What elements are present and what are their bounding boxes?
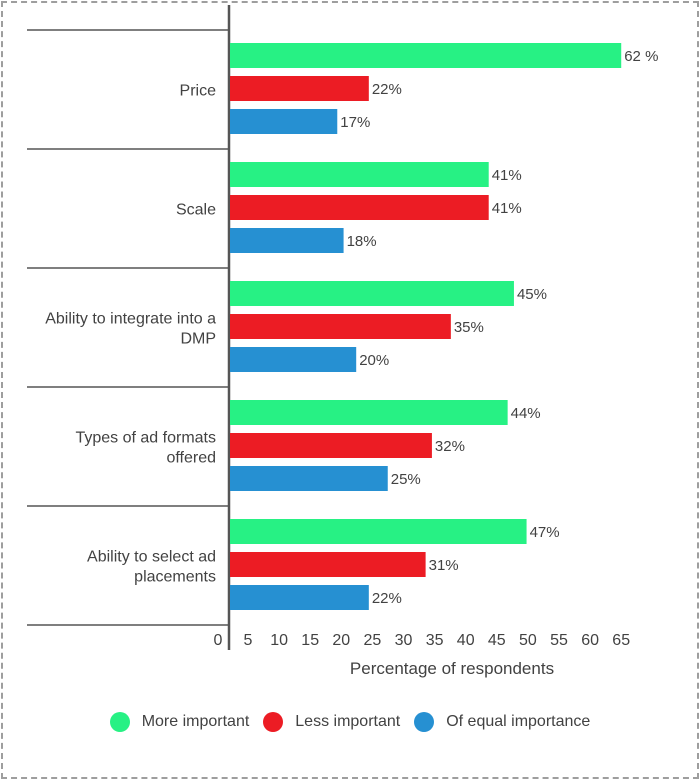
legend-item-less-important: Less important [263,712,400,732]
data-label: 44% [511,405,541,422]
category-label-ability-to-integrate-into-a-dmp: DMP [180,331,216,348]
bar-less-important-ability-to-integrate-into-a-dmp [230,314,451,339]
bar-more-important-scale [230,162,489,187]
x-tick-label: 5 [244,632,253,649]
category-label-scale: Scale [176,202,216,219]
data-label: 17% [340,114,370,131]
category-label-types-of-ad-formats-offered: offered [166,450,216,467]
data-label: 20% [359,352,389,369]
bar-more-important-ability-to-select-ad-placements [230,519,527,544]
legend-item-more-important: More important [109,712,250,732]
legend-swatch-equal-importance [414,712,435,732]
category-label-price: Price [180,83,217,100]
data-label: 32% [435,438,465,455]
legend-item-equal-importance: Of equal importance [414,712,590,732]
category-label-ability-to-integrate-into-a-dmp: Ability to integrate into a [45,311,216,328]
x-tick-label: 30 [395,632,413,649]
x-tick-label: 15 [301,632,319,649]
data-label: 41% [492,167,522,184]
x-tick-label: 55 [550,632,568,649]
bar-of-equal-importance-price [230,109,338,134]
bar-of-equal-importance-ability-to-integrate-into-a-dmp [230,347,357,372]
data-label: 41% [492,200,522,217]
x-tick-label: 35 [426,632,444,649]
bar-of-equal-importance-scale [230,228,344,253]
bar-less-important-types-of-ad-formats-offered [230,433,432,458]
bar-more-important-price [230,43,622,68]
legend-label: Of equal importance [446,713,591,730]
bar-less-important-ability-to-select-ad-placements [230,552,426,577]
x-tick-label: 40 [457,632,475,649]
x-tick-label: 65 [612,632,630,649]
x-tick-label: 45 [488,632,506,649]
bar-of-equal-importance-types-of-ad-formats-offered [230,466,388,491]
x-tick-label: 60 [581,632,599,649]
data-label: 31% [429,557,459,574]
legend: More important Less important Of equal i… [0,712,700,732]
category-label-ability-to-select-ad-placements: Ability to select ad [87,549,216,566]
bar-less-important-scale [230,195,489,220]
data-label: 45% [517,286,547,303]
x-tick-label: 10 [270,632,288,649]
x-axis-title: Percentage of respondents [350,659,554,678]
bar-more-important-ability-to-integrate-into-a-dmp [230,281,514,306]
data-label: 62 % [624,48,658,65]
bar-more-important-types-of-ad-formats-offered [230,400,508,425]
legend-swatch-more-important [109,712,130,732]
x-tick-label: 20 [332,632,350,649]
data-label: 22% [372,81,402,98]
legend-swatch-less-important [263,712,284,732]
data-label: 22% [372,590,402,607]
category-label-types-of-ad-formats-offered: Types of ad formats [75,430,216,447]
x-tick-label: 0 [214,632,223,649]
legend-label: More important [141,713,250,730]
category-label-ability-to-select-ad-placements: placements [134,569,216,586]
data-label: 47% [530,524,560,541]
x-tick-label: 25 [364,632,382,649]
legend-label: Less important [295,713,401,730]
data-label: 18% [347,233,377,250]
data-label: 35% [454,319,484,336]
x-tick-label: 50 [519,632,537,649]
data-label: 25% [391,471,421,488]
bar-less-important-price [230,76,369,101]
bar-of-equal-importance-ability-to-select-ad-placements [230,585,369,610]
